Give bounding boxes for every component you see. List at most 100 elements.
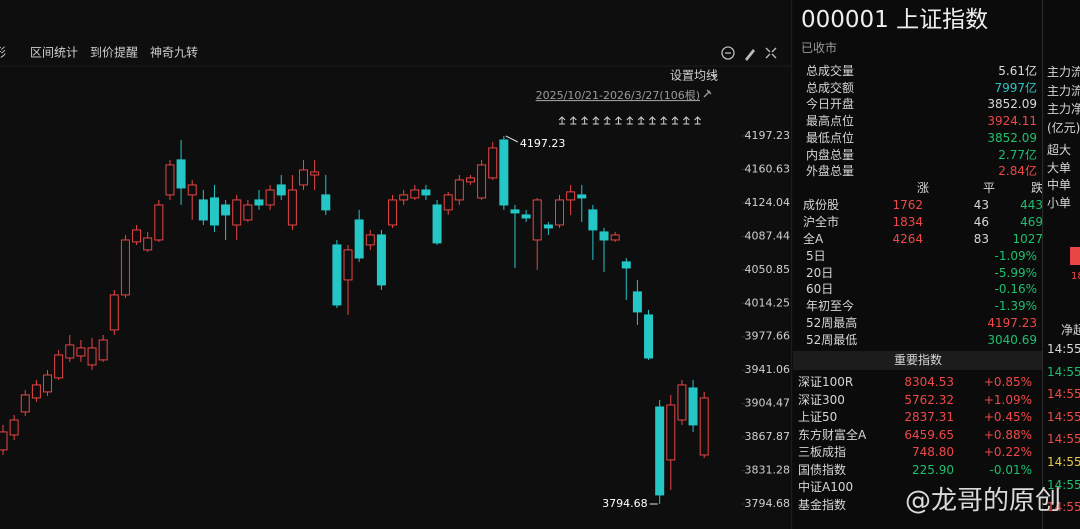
period-label: 20日 bbox=[806, 265, 834, 280]
candle-body bbox=[98, 339, 108, 361]
candle-body bbox=[677, 384, 687, 421]
period-value: 4197.23 bbox=[987, 315, 1037, 330]
section-header: 重要指数 bbox=[793, 351, 1043, 370]
index-value: 748.80 bbox=[912, 445, 954, 459]
stat-label: 今日开盘 bbox=[806, 97, 855, 112]
size-label: 中单 bbox=[1047, 178, 1072, 192]
candle-body bbox=[566, 191, 576, 201]
marker-icon bbox=[671, 116, 679, 125]
breadth-value: 1762 bbox=[892, 198, 923, 212]
candle-body bbox=[443, 194, 453, 211]
candle-body bbox=[399, 194, 409, 201]
breadth-value: 43 bbox=[973, 198, 989, 212]
chart: 设置均线 2025/10/21-2026/3/27(106根) 形 区间统计 到价提… bbox=[0, 0, 792, 529]
toolbar-item[interactable]: 到价提醒 bbox=[90, 45, 138, 60]
period-value: -1.09% bbox=[994, 249, 1037, 263]
candle-body bbox=[0, 431, 8, 451]
time-label: 14:55 bbox=[1047, 409, 1080, 424]
breadth-header: 涨 bbox=[916, 181, 929, 195]
candle-body bbox=[632, 291, 642, 313]
stat-label: 总成交量 bbox=[806, 64, 855, 78]
dropdown-caret bbox=[710, 73, 718, 78]
period-value: -5.99% bbox=[994, 265, 1037, 280]
draw-icon[interactable] bbox=[745, 49, 755, 61]
candle-body bbox=[543, 224, 553, 229]
y-tick-label: 3867.87 bbox=[745, 430, 791, 443]
index-name: 深证300 bbox=[798, 392, 845, 407]
stat-value: 3924.11 bbox=[987, 114, 1037, 129]
candle-body bbox=[187, 184, 197, 196]
candle-body bbox=[120, 239, 130, 296]
marker-icon bbox=[637, 116, 645, 125]
candle-body bbox=[421, 189, 431, 196]
index-change: +0.88% bbox=[983, 427, 1032, 442]
quote-title: 000001 上证指数 bbox=[801, 7, 989, 33]
candle-body bbox=[477, 164, 487, 199]
toolbar-item[interactable]: 形 bbox=[0, 46, 6, 60]
candle-body bbox=[299, 169, 309, 186]
candle-body bbox=[9, 419, 19, 436]
time-label: 14:55 bbox=[1047, 477, 1080, 492]
flow-label: 主力净 bbox=[1047, 102, 1080, 116]
candle-body bbox=[87, 347, 97, 366]
candle-body bbox=[521, 214, 531, 219]
index-value: 2837.31 bbox=[904, 410, 954, 424]
candle-body bbox=[276, 184, 286, 196]
marker-icon bbox=[581, 116, 588, 125]
breadth-label: 成份股 bbox=[803, 198, 840, 212]
index-change: +1.09% bbox=[983, 392, 1032, 407]
toolbar-icons[interactable] bbox=[703, 46, 777, 98]
candle-body bbox=[265, 189, 275, 206]
toolbar-item[interactable]: 区间统计 bbox=[30, 46, 78, 60]
time-label: 14:55 bbox=[1047, 455, 1080, 469]
candle-body bbox=[321, 194, 331, 211]
quote-panel: 000001 上证指数 已收市 总成交量 5.61亿 总成交额 7997亿 今日开盘 3852… bbox=[793, 0, 1043, 529]
marker-icon bbox=[592, 116, 600, 125]
fullscreen-icon[interactable] bbox=[765, 47, 777, 59]
panel-border bbox=[1042, 0, 1043, 529]
index-name: 深证100R bbox=[798, 375, 854, 389]
time-label: 14:55 bbox=[1047, 432, 1080, 447]
stat-value: 5.61亿 bbox=[998, 64, 1037, 78]
candle-body bbox=[655, 406, 665, 496]
size-label: 超大 bbox=[1047, 143, 1072, 157]
candle-body bbox=[254, 199, 264, 206]
date-range[interactable]: 2025/10/21-2026/3/27(106根) bbox=[536, 88, 700, 102]
breadth-label: 全A bbox=[803, 232, 824, 246]
candle-body bbox=[43, 374, 53, 393]
breadth-value: 46 bbox=[973, 215, 989, 229]
index-value: 5762.32 bbox=[904, 392, 954, 407]
candle-body bbox=[644, 314, 654, 359]
bar-label: 18 bbox=[1071, 271, 1080, 282]
index-change: +0.85% bbox=[983, 375, 1032, 389]
toolbar-item[interactable]: 神奇九转 bbox=[150, 45, 198, 60]
candle-body bbox=[287, 189, 297, 226]
candle-body bbox=[599, 231, 609, 241]
index-name: 中证A100 bbox=[798, 480, 854, 494]
candle-body bbox=[410, 189, 420, 199]
pin-icon[interactable] bbox=[703, 89, 712, 98]
candle-body bbox=[577, 194, 587, 199]
stat-value: 2.84亿 bbox=[998, 164, 1037, 179]
marker-icon bbox=[626, 116, 634, 125]
zoom-out-icon[interactable] bbox=[721, 46, 735, 60]
stat-label: 总成交额 bbox=[806, 80, 855, 95]
breadth-value: 443 bbox=[1020, 198, 1043, 212]
y-tick-label: 3904.47 bbox=[745, 397, 791, 410]
ma-setting[interactable]: 设置均线 bbox=[670, 69, 718, 83]
breadth-header: 平 bbox=[982, 181, 995, 195]
candle-body bbox=[109, 294, 119, 331]
size-label: 大单 bbox=[1047, 160, 1072, 175]
candle-body bbox=[76, 347, 86, 357]
index-value: 225.90 bbox=[912, 462, 954, 477]
candle-body bbox=[165, 164, 175, 196]
candle-body bbox=[376, 234, 386, 286]
stat-value: 7997亿 bbox=[994, 80, 1037, 95]
y-tick-label: 3941.06 bbox=[745, 363, 791, 376]
breadth-value: 1027 bbox=[1012, 232, 1043, 246]
candle-body bbox=[54, 354, 64, 379]
candle-body bbox=[198, 199, 208, 221]
annotation-label: 3794.68 bbox=[602, 497, 648, 510]
candle-body bbox=[432, 204, 442, 244]
marker-icon bbox=[615, 116, 622, 125]
